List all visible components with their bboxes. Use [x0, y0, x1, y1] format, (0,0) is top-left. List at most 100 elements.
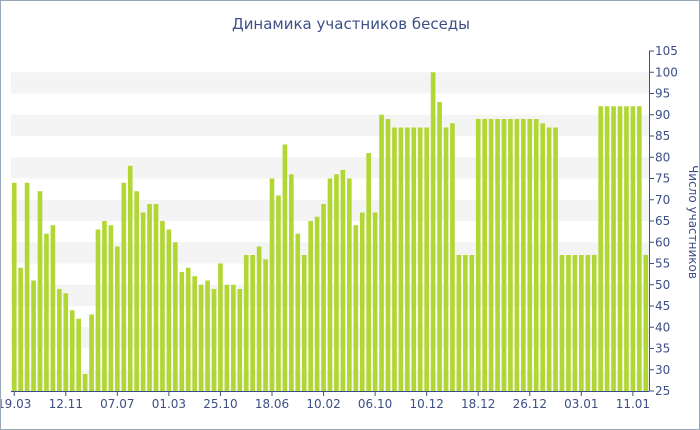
y-tick-label: 25 [655, 384, 670, 398]
bar [282, 144, 288, 391]
bar [398, 127, 404, 391]
bar [301, 255, 307, 391]
x-tick-label: 25.10 [203, 397, 237, 411]
bar [44, 233, 49, 391]
bar [211, 289, 217, 391]
bar [546, 127, 552, 391]
bar [372, 212, 378, 391]
bar [76, 318, 81, 391]
bar [604, 106, 610, 391]
bar [463, 255, 468, 391]
bar [134, 191, 139, 391]
x-tick-label: 11.01 [616, 397, 650, 411]
y-tick-label: 55 [655, 257, 670, 271]
y-tick-label: 95 [655, 87, 670, 101]
x-tick-label: 10.12 [409, 397, 443, 411]
bar [385, 119, 391, 391]
bar [231, 284, 236, 391]
bar [31, 280, 36, 391]
y-tick-label: 75 [655, 172, 670, 186]
bar [611, 106, 616, 391]
bar [82, 374, 88, 391]
y-tick-label: 30 [655, 363, 670, 377]
bar [553, 127, 558, 391]
bar [24, 182, 30, 391]
bar [256, 246, 262, 391]
bar [192, 276, 197, 391]
y-tick-label: 35 [655, 342, 670, 356]
x-tick-label: 03.01 [564, 397, 598, 411]
bar [95, 229, 101, 391]
bar [540, 123, 545, 391]
bar [456, 255, 462, 391]
bar [89, 314, 94, 391]
y-tick-label: 90 [655, 108, 670, 122]
bar [321, 204, 326, 391]
bar [579, 255, 584, 391]
bar [289, 174, 294, 391]
bar [347, 178, 352, 391]
y-tick-label: 100 [655, 65, 678, 79]
x-tick-label: 18.12 [461, 397, 495, 411]
bar [295, 233, 301, 391]
bar [115, 246, 120, 391]
bar [475, 119, 481, 391]
bar [179, 272, 185, 391]
bar [624, 106, 629, 391]
bar [630, 106, 636, 391]
bar [250, 255, 255, 391]
y-tick-label: 70 [655, 193, 670, 207]
bar [521, 119, 526, 391]
bar [57, 289, 62, 391]
bar [501, 119, 507, 391]
y-tick-label: 40 [655, 320, 670, 334]
bar [121, 182, 127, 391]
bar [173, 242, 178, 391]
bar [566, 255, 571, 391]
x-tick-label: 12.11 [49, 397, 83, 411]
x-tick-label: 01.03 [152, 397, 186, 411]
bar [527, 119, 533, 391]
bar [166, 229, 172, 391]
grid-band [11, 72, 649, 94]
bar [572, 255, 578, 391]
bar [469, 255, 475, 391]
bar [69, 310, 75, 391]
x-tick-label: 07.07 [100, 397, 134, 411]
bar [263, 259, 268, 391]
bar [224, 284, 230, 391]
bar [450, 123, 455, 391]
bar [18, 267, 23, 391]
bar [198, 284, 204, 391]
bar [405, 127, 410, 391]
bar [327, 178, 333, 391]
bar [359, 212, 365, 391]
x-tick-label: 06.10 [358, 397, 392, 411]
bar [411, 127, 417, 391]
y-axis-label: Число участников [686, 165, 699, 279]
y-tick-label: 65 [655, 214, 670, 228]
bar [218, 263, 223, 391]
bar [495, 119, 500, 391]
chart-title: Динамика участников беседы [232, 15, 470, 33]
x-tick-label: 10.02 [306, 397, 340, 411]
bar [591, 255, 597, 391]
bar [205, 280, 210, 391]
bar [269, 178, 275, 391]
bar [276, 195, 281, 391]
bar [585, 255, 591, 391]
bar [340, 170, 346, 391]
bar [643, 255, 649, 391]
y-tick-label: 85 [655, 129, 670, 143]
bar [379, 114, 384, 391]
x-tick-label: 18.06 [255, 397, 289, 411]
bar [508, 119, 513, 391]
bar [102, 221, 107, 391]
bar [308, 221, 313, 391]
bar [443, 127, 449, 391]
bar [50, 225, 56, 391]
bar [424, 127, 429, 391]
bar [147, 204, 152, 391]
